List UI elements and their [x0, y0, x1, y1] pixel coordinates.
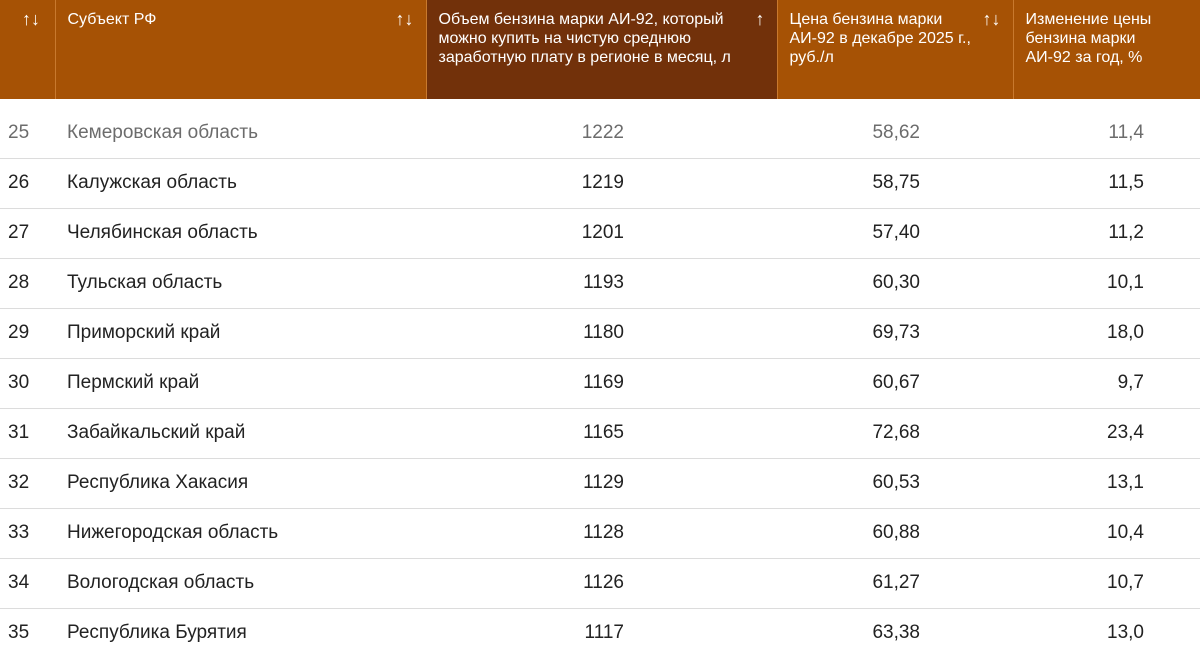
- table-row: 35 Республика Бурятия 1117 63,38 13,0: [0, 608, 1200, 658]
- header-volume-label: Объем бензина марки АИ-92, который можно…: [438, 11, 731, 66]
- cell-rank: 26: [0, 158, 55, 209]
- table-row: 26 Калужская область 1219 58,75 11,5: [0, 158, 1200, 209]
- cell-volume: 1222: [426, 99, 777, 159]
- cell-volume: 1180: [426, 308, 777, 359]
- cell-rank: 33: [0, 508, 55, 559]
- header-rank[interactable]: ↑↓: [0, 0, 56, 99]
- header-change[interactable]: Изменение цены бензина марки АИ-92 за го…: [1013, 0, 1200, 99]
- cell-change: 11,2: [1013, 208, 1200, 259]
- cell-volume: 1193: [426, 258, 777, 309]
- cell-change: 13,0: [1013, 608, 1200, 658]
- cell-region: Забайкальский край: [55, 408, 426, 459]
- header-change-label: Изменение цены бензина марки АИ-92 за го…: [1025, 11, 1152, 66]
- sort-both-icon[interactable]: ↑↓: [982, 9, 1001, 29]
- cell-rank: 28: [0, 258, 55, 309]
- cell-change: 13,1: [1013, 458, 1200, 509]
- table-row: 25 Кемеровская область 1222 58,62 11,4: [0, 99, 1200, 159]
- cell-price: 60,53: [777, 458, 1013, 509]
- cell-region: Приморский край: [55, 308, 426, 359]
- sort-both-icon[interactable]: ↑↓: [22, 9, 40, 29]
- cell-region: Кемеровская область: [55, 99, 426, 159]
- cell-rank: 27: [0, 208, 55, 259]
- cell-rank: 25: [0, 99, 55, 159]
- cell-rank: 35: [0, 608, 55, 658]
- sort-both-icon[interactable]: ↑↓: [395, 9, 414, 29]
- cell-volume: 1219: [426, 158, 777, 209]
- header-row: ↑↓ Субъект РФ ↑↓ Объем бензина марки АИ-…: [0, 0, 1200, 99]
- header-region-label: Субъект РФ: [67, 11, 157, 28]
- cell-rank: 30: [0, 358, 55, 409]
- cell-rank: 32: [0, 458, 55, 509]
- table-row: 34 Вологодская область 1126 61,27 10,7: [0, 558, 1200, 609]
- table-row: 30 Пермский край 1169 60,67 9,7: [0, 358, 1200, 409]
- table-body: 25 Кемеровская область 1222 58,62 11,4 2…: [0, 99, 1200, 658]
- cell-change: 10,7: [1013, 558, 1200, 609]
- cell-change: 23,4: [1013, 408, 1200, 459]
- cell-region: Республика Бурятия: [55, 608, 426, 658]
- cell-region: Калужская область: [55, 158, 426, 209]
- cell-volume: 1128: [426, 508, 777, 559]
- cell-region: Тульская область: [55, 258, 426, 309]
- table-row: 32 Республика Хакасия 1129 60,53 13,1: [0, 458, 1200, 509]
- cell-volume: 1129: [426, 458, 777, 509]
- cell-price: 60,88: [777, 508, 1013, 559]
- cell-price: 58,75: [777, 158, 1013, 209]
- header-volume[interactable]: Объем бензина марки АИ-92, который можно…: [426, 0, 778, 99]
- cell-price: 63,38: [777, 608, 1013, 658]
- header-price[interactable]: Цена бензина марки АИ-92 в декабре 2025 …: [777, 0, 1014, 99]
- cell-region: Челябинская область: [55, 208, 426, 259]
- header-region[interactable]: Субъект РФ ↑↓: [55, 0, 427, 99]
- table-row: 31 Забайкальский край 1165 72,68 23,4: [0, 408, 1200, 459]
- cell-price: 69,73: [777, 308, 1013, 359]
- header-price-label: Цена бензина марки АИ-92 в декабре 2025 …: [789, 11, 971, 66]
- cell-change: 10,1: [1013, 258, 1200, 309]
- cell-change: 9,7: [1013, 358, 1200, 409]
- cell-rank: 31: [0, 408, 55, 459]
- cell-price: 60,67: [777, 358, 1013, 409]
- cell-price: 61,27: [777, 558, 1013, 609]
- sort-ascending-icon[interactable]: ↑: [755, 9, 765, 29]
- cell-region: Пермский край: [55, 358, 426, 409]
- cell-region: Нижегородская область: [55, 508, 426, 559]
- table-row: 28 Тульская область 1193 60,30 10,1: [0, 258, 1200, 309]
- cell-volume: 1201: [426, 208, 777, 259]
- cell-volume: 1165: [426, 408, 777, 459]
- table-row: 27 Челябинская область 1201 57,40 11,2: [0, 208, 1200, 259]
- cell-change: 18,0: [1013, 308, 1200, 359]
- cell-volume: 1169: [426, 358, 777, 409]
- cell-change: 11,4: [1013, 99, 1200, 159]
- cell-price: 60,30: [777, 258, 1013, 309]
- table-row: 29 Приморский край 1180 69,73 18,0: [0, 308, 1200, 359]
- cell-rank: 34: [0, 558, 55, 609]
- cell-change: 11,5: [1013, 158, 1200, 209]
- table-header: ↑↓ Субъект РФ ↑↓ Объем бензина марки АИ-…: [0, 0, 1200, 99]
- cell-volume: 1126: [426, 558, 777, 609]
- cell-price: 58,62: [777, 99, 1013, 159]
- cell-price: 57,40: [777, 208, 1013, 259]
- cell-region: Республика Хакасия: [55, 458, 426, 509]
- cell-change: 10,4: [1013, 508, 1200, 559]
- table-row: 33 Нижегородская область 1128 60,88 10,4: [0, 508, 1200, 559]
- cell-volume: 1117: [426, 608, 777, 658]
- cell-rank: 29: [0, 308, 55, 359]
- cell-region: Вологодская область: [55, 558, 426, 609]
- cell-price: 72,68: [777, 408, 1013, 459]
